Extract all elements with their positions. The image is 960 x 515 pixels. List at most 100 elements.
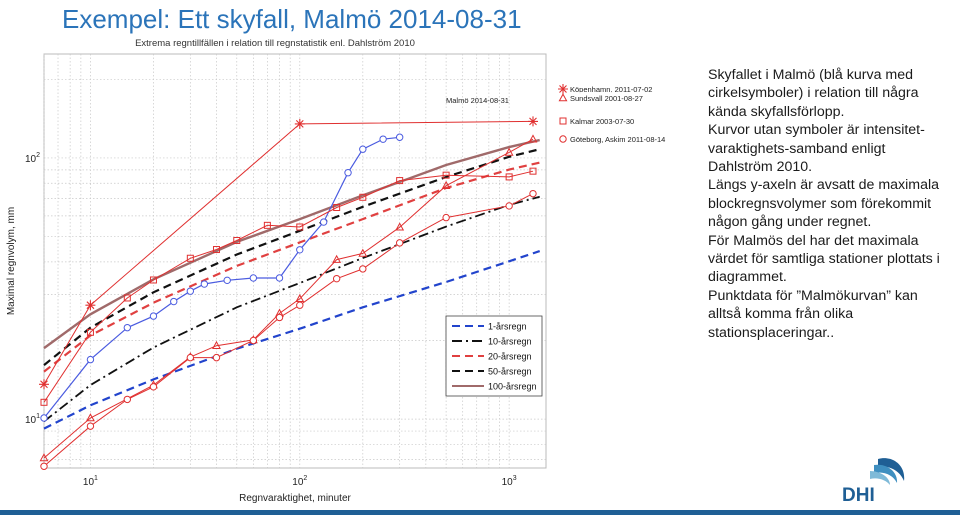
data-point	[149, 312, 158, 320]
data-point	[505, 202, 513, 210]
data-point	[86, 355, 95, 364]
series-Malmö 2014-08-31	[40, 133, 404, 422]
annotation-5: Malmö 2014-08-31	[446, 96, 509, 105]
legend-label-3: 20-årsregn	[488, 352, 532, 362]
data-point	[123, 323, 132, 332]
dhi-logo-wave-icon	[870, 458, 905, 485]
y-tick-label-1: 101	[25, 413, 40, 426]
data-point	[40, 462, 48, 470]
data-point	[40, 398, 48, 406]
data-point	[233, 236, 241, 244]
x-tick-label-1: 101	[83, 475, 98, 488]
data-point	[359, 193, 367, 201]
y-axis-label: Maximal regnvolym, mm	[6, 207, 17, 315]
annotation-bg-4	[568, 133, 687, 143]
data-point	[359, 145, 367, 153]
data-point	[294, 118, 305, 129]
dhi-logo: DHI	[842, 458, 905, 505]
data-point	[85, 300, 96, 311]
data-point	[249, 336, 258, 345]
data-point	[379, 135, 387, 143]
description-line-4: För Malmös del har det maximala värdet f…	[708, 232, 940, 286]
annotation-bg-2	[568, 92, 660, 102]
data-point	[186, 254, 194, 262]
series-line	[43, 136, 400, 419]
legend-label-1: 1-årsregn	[488, 322, 527, 332]
data-point	[358, 248, 368, 257]
data-point	[504, 147, 514, 156]
curve-100-årsregn	[43, 138, 540, 350]
annotation-bg-3	[568, 115, 647, 125]
data-point	[529, 167, 537, 175]
data-point	[344, 168, 352, 177]
series-line	[43, 138, 534, 459]
data-point	[333, 204, 341, 212]
series-Köpenhamn, 2011-07-02	[39, 116, 538, 390]
data-point	[442, 213, 450, 222]
data-point	[296, 223, 304, 231]
data-point	[332, 274, 341, 283]
data-point	[40, 414, 48, 422]
legend	[445, 315, 543, 397]
annotation-bg-1	[568, 83, 665, 93]
annotation-marker-2	[558, 93, 568, 102]
annotation-2: Sundsvall 2001-08-27	[570, 94, 643, 103]
plot-area	[43, 53, 547, 469]
slide-title: Exempel: Ett skyfall, Malmö 2014-08-31	[62, 4, 522, 34]
data-point	[263, 221, 271, 229]
series-line	[43, 120, 534, 385]
legend-label-2: 10-årsregn	[488, 337, 532, 347]
data-point	[123, 395, 132, 404]
data-point	[39, 379, 49, 390]
data-point	[149, 383, 158, 391]
data-point	[186, 353, 195, 362]
data-point	[149, 276, 157, 284]
data-point	[529, 189, 537, 198]
x-tick-label-2: 102	[292, 475, 307, 488]
data-point	[275, 313, 284, 322]
data-point	[441, 180, 451, 189]
series-Göteborg, Askim 2011-08-14	[40, 189, 537, 470]
curve-1-årsregn	[43, 250, 541, 430]
data-point	[212, 246, 220, 254]
description-line-2: Kurvor utan symboler är intensitet-varak…	[708, 122, 925, 176]
data-point	[395, 133, 404, 141]
description-line-1: Skyfallet i Malmö (blå kurva med cirkels…	[708, 67, 919, 120]
description-line-3: Längs y-axeln är avsatt de maximala bloc…	[708, 177, 940, 231]
data-point	[528, 134, 538, 143]
annotation-marker-3	[559, 117, 567, 125]
data-point	[528, 116, 538, 127]
curve-20-årsregn	[43, 161, 540, 373]
bottom-rule	[0, 510, 960, 515]
data-point	[275, 274, 284, 282]
chart: Extrema regntillfällen i relation till r…	[6, 38, 687, 504]
annotation-marker-4	[559, 135, 567, 143]
data-point	[395, 222, 405, 231]
data-point	[249, 274, 258, 282]
chart-title: Extrema regntillfällen i relation till r…	[135, 38, 415, 49]
data-point	[396, 177, 404, 185]
series-Kalmar 2003-07-30	[40, 167, 537, 406]
data-point	[359, 265, 367, 273]
annotation-marker-1	[558, 84, 568, 94]
data-point	[186, 287, 195, 295]
data-point	[223, 276, 231, 285]
legend-label-4: 50-årsregn	[488, 367, 532, 377]
data-point	[170, 297, 178, 306]
data-point	[86, 422, 95, 430]
description-text: Skyfallet i Malmö (blå kurva med cirkels…	[708, 66, 948, 342]
series-line	[43, 170, 534, 403]
data-point	[442, 171, 450, 179]
description-line-5: Punktdata för ”Malmökurvan” kan alltså k…	[708, 287, 918, 341]
annotation-3: Kalmar 2003-07-30	[570, 117, 634, 126]
data-point	[296, 301, 304, 309]
annotation-4: Göteborg, Askim 2011-08-14	[570, 135, 665, 144]
data-point	[86, 328, 94, 336]
data-point	[86, 413, 95, 422]
data-point	[123, 294, 131, 302]
data-point	[39, 453, 49, 462]
data-point	[332, 254, 342, 263]
x-tick-label-3: 103	[502, 475, 517, 488]
curve-50-årsregn	[43, 148, 540, 366]
data-point	[212, 353, 221, 362]
